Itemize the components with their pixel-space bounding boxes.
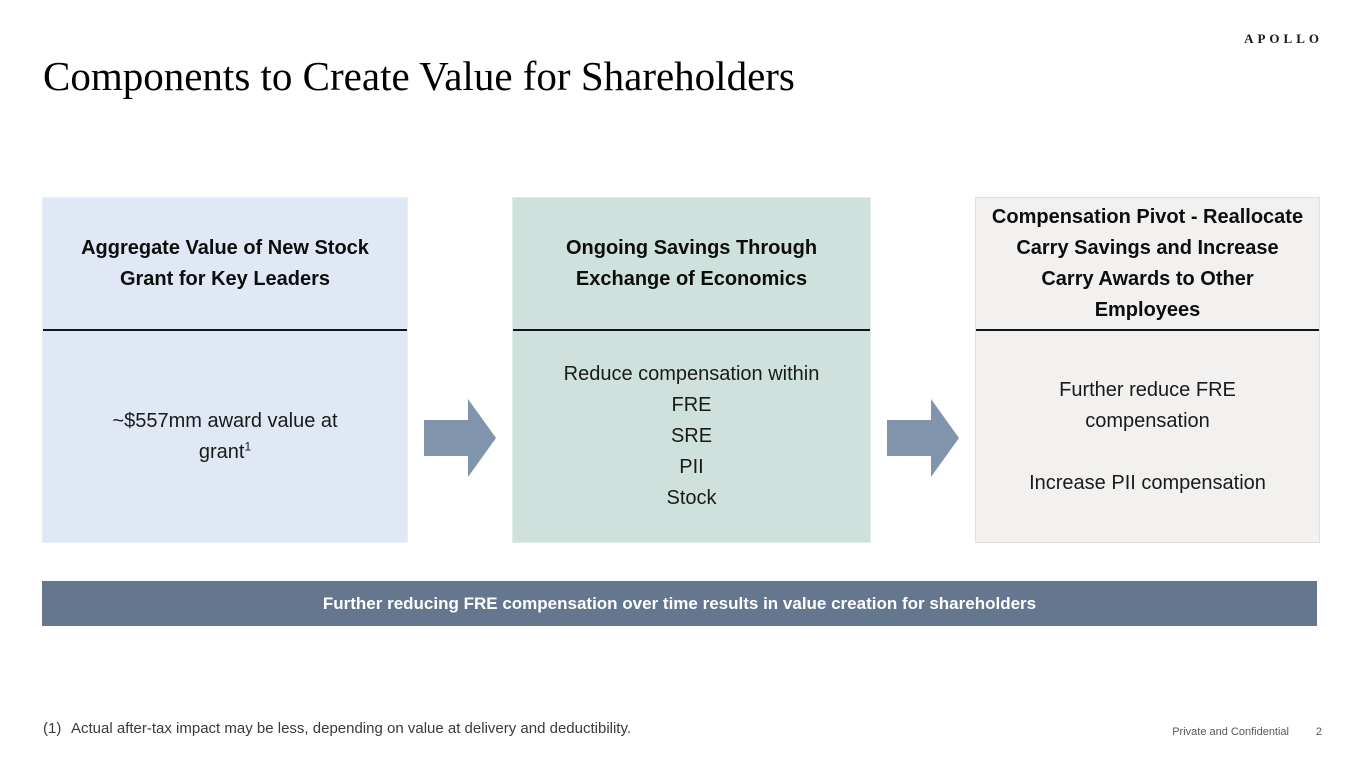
- body-line: ~$557mm award value at: [112, 409, 338, 432]
- confidentiality-label: Private and Confidential: [1172, 726, 1289, 738]
- body-line: Further reduce FRE: [1059, 378, 1236, 401]
- flow-box-ongoing-savings: Ongoing Savings Through Exchange of Econ…: [512, 197, 871, 543]
- flow-box-stock-grant: Aggregate Value of New Stock Grant for K…: [42, 197, 408, 543]
- flow-box-compensation-pivot: Compensation Pivot - Reallocate Carry Sa…: [975, 197, 1320, 543]
- flow-box-compensation-pivot-header: Compensation Pivot - Reallocate Carry Sa…: [976, 198, 1319, 331]
- arrow-cell: [871, 197, 975, 543]
- arrow-cell: [408, 197, 512, 543]
- page-number: 2: [1315, 726, 1322, 738]
- body-line: compensation: [1085, 409, 1210, 432]
- body-line: SRE: [670, 425, 713, 447]
- flow-box-ongoing-savings-body: Reduce compensation within FRE SRE PII S…: [513, 331, 870, 542]
- footnote-reference: 1: [244, 438, 252, 453]
- body-line: grant1: [55, 437, 395, 468]
- flow-box-compensation-pivot-body: Further reduce FRE compensation Increase…: [976, 331, 1319, 542]
- body-line: FRE: [671, 394, 712, 416]
- flow-box-stock-grant-header: Aggregate Value of New Stock Grant for K…: [43, 198, 407, 331]
- body-line: Reduce compensation within: [563, 363, 820, 385]
- apollo-logo: APOLLO: [1244, 31, 1323, 46]
- right-arrow-icon: [887, 399, 959, 477]
- footnote-text: Actual after-tax impact may be less, dep…: [71, 720, 632, 737]
- body-line-text: grant: [198, 440, 245, 463]
- footnote-marker: (1): [43, 720, 62, 737]
- body-line: Increase PII compensation: [1029, 471, 1266, 494]
- page-title: Components to Create Value for Sharehold…: [43, 53, 795, 99]
- body-line: [988, 437, 1307, 468]
- body-line: PII: [679, 456, 704, 478]
- right-arrow-icon: [424, 399, 496, 477]
- body-line: Stock: [666, 487, 717, 509]
- process-flow: Aggregate Value of New Stock Grant for K…: [42, 197, 1320, 543]
- flow-box-stock-grant-body: ~$557mm award value at grant1: [43, 331, 407, 542]
- key-takeaway-banner: Further reducing FRE compensation over t…: [42, 581, 1317, 626]
- footnote: (1) Actual after-tax impact may be less,…: [43, 720, 631, 737]
- flow-box-ongoing-savings-header: Ongoing Savings Through Exchange of Econ…: [513, 198, 870, 331]
